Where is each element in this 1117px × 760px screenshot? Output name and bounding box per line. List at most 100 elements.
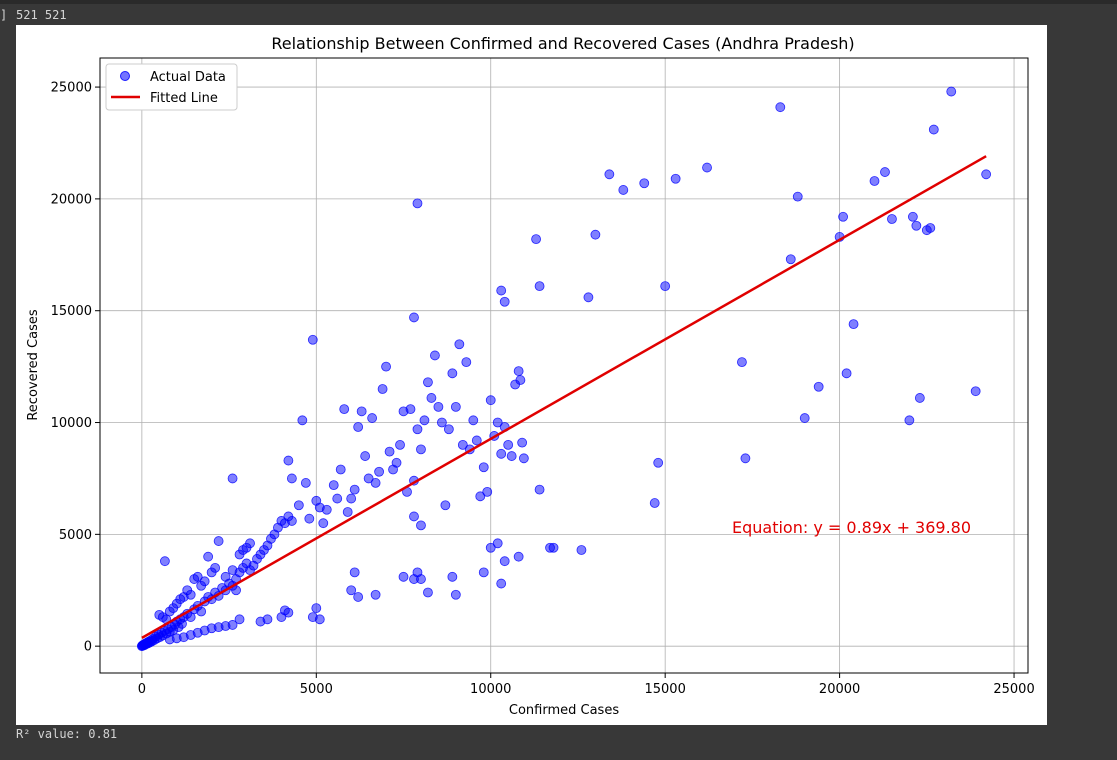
data-point xyxy=(838,211,848,222)
data-point xyxy=(370,478,381,488)
notebook-top-bar xyxy=(0,0,1117,4)
y-tick-label: 20000 xyxy=(51,192,92,207)
data-point xyxy=(740,453,751,464)
data-point xyxy=(548,542,559,553)
data-point xyxy=(335,464,346,475)
data-point xyxy=(367,413,378,423)
data-point xyxy=(513,366,524,376)
data-point xyxy=(283,607,294,618)
fitted-line xyxy=(141,155,987,639)
data-point xyxy=(880,167,890,177)
data-point xyxy=(311,603,322,614)
data-point xyxy=(405,404,416,415)
data-point xyxy=(332,493,343,504)
plot-frame xyxy=(99,57,1029,674)
data-point xyxy=(496,448,507,459)
chart-title: Relationship Between Confirmed and Recov… xyxy=(271,34,854,53)
data-point xyxy=(914,393,925,403)
cell-gutter-bracket: ] xyxy=(0,8,8,22)
data-point xyxy=(841,368,852,379)
data-point xyxy=(374,466,384,477)
data-point xyxy=(471,435,482,446)
data-point xyxy=(234,614,245,625)
x-tick-label: 5000 xyxy=(300,682,333,697)
x-tick-label: 10000 xyxy=(470,682,511,697)
data-point xyxy=(496,578,507,589)
data-point xyxy=(492,538,503,549)
data-point xyxy=(887,214,897,224)
data-point xyxy=(450,401,461,412)
data-point xyxy=(159,556,170,567)
data-point xyxy=(531,234,541,245)
axis-ticks: 0 5000 10000 15000 20000 25000 0 5000 10000 15000… xyxy=(51,81,1035,697)
data-point xyxy=(440,500,451,511)
data-point xyxy=(245,538,255,549)
data-point xyxy=(293,500,304,511)
data-point xyxy=(496,285,507,296)
data-point xyxy=(419,415,430,426)
data-point xyxy=(196,606,207,617)
data-point xyxy=(618,185,629,195)
data-point xyxy=(227,473,238,484)
data-point xyxy=(576,545,587,555)
data-point xyxy=(353,422,364,432)
x-axis-label: Confirmed Cases xyxy=(509,703,619,718)
data-point xyxy=(639,178,650,189)
data-point xyxy=(457,439,468,450)
x-tick-label: 25000 xyxy=(993,682,1034,697)
y-axis-label: Recovered Cases xyxy=(26,309,41,420)
data-point xyxy=(485,395,496,406)
data-point xyxy=(286,473,297,484)
data-point xyxy=(426,393,437,403)
data-point xyxy=(283,455,294,466)
x-tick-label: 20000 xyxy=(819,682,860,697)
data-point xyxy=(928,124,939,135)
data-point xyxy=(423,587,433,598)
data-point xyxy=(185,589,196,600)
y-tick-label: 5000 xyxy=(59,528,92,543)
data-point xyxy=(904,415,915,426)
data-point xyxy=(356,406,367,417)
data-point xyxy=(304,513,315,524)
data-point xyxy=(485,542,496,553)
data-point xyxy=(518,453,529,464)
data-point xyxy=(199,576,210,587)
cell-output-text-top: 521 521 xyxy=(16,8,67,22)
data-point xyxy=(981,169,992,180)
data-point xyxy=(307,334,318,345)
data-point xyxy=(416,520,426,531)
data-point xyxy=(314,614,325,625)
chart-figure: Relationship Between Confirmed and Recov… xyxy=(16,25,1047,725)
data-point xyxy=(517,437,528,448)
data-point xyxy=(454,339,465,350)
data-point xyxy=(737,357,747,368)
data-point xyxy=(970,386,981,397)
data-point xyxy=(702,162,712,173)
data-point xyxy=(227,565,238,576)
data-point xyxy=(447,368,458,379)
data-point xyxy=(478,462,489,473)
data-point xyxy=(210,562,221,573)
data-point xyxy=(286,516,297,526)
data-point xyxy=(515,375,526,385)
data-point xyxy=(384,446,395,457)
data-point xyxy=(590,229,601,240)
data-point xyxy=(799,413,810,423)
data-point xyxy=(430,350,440,361)
data-point xyxy=(339,404,350,415)
data-point xyxy=(370,589,381,600)
data-point xyxy=(318,518,329,529)
data-point xyxy=(192,571,203,582)
scatter-chart: Relationship Between Confirmed and Recov… xyxy=(26,34,1035,718)
data-point xyxy=(377,384,388,394)
legend-box xyxy=(105,63,238,111)
y-tick-label: 0 xyxy=(84,640,92,655)
legend-label-actual-data: Actual Data xyxy=(150,70,226,85)
data-point xyxy=(499,556,510,567)
data-point xyxy=(478,567,489,578)
data-point xyxy=(461,357,472,368)
data-point xyxy=(436,417,447,428)
data-point xyxy=(346,493,357,504)
data-point xyxy=(231,585,241,596)
data-point xyxy=(513,551,524,562)
